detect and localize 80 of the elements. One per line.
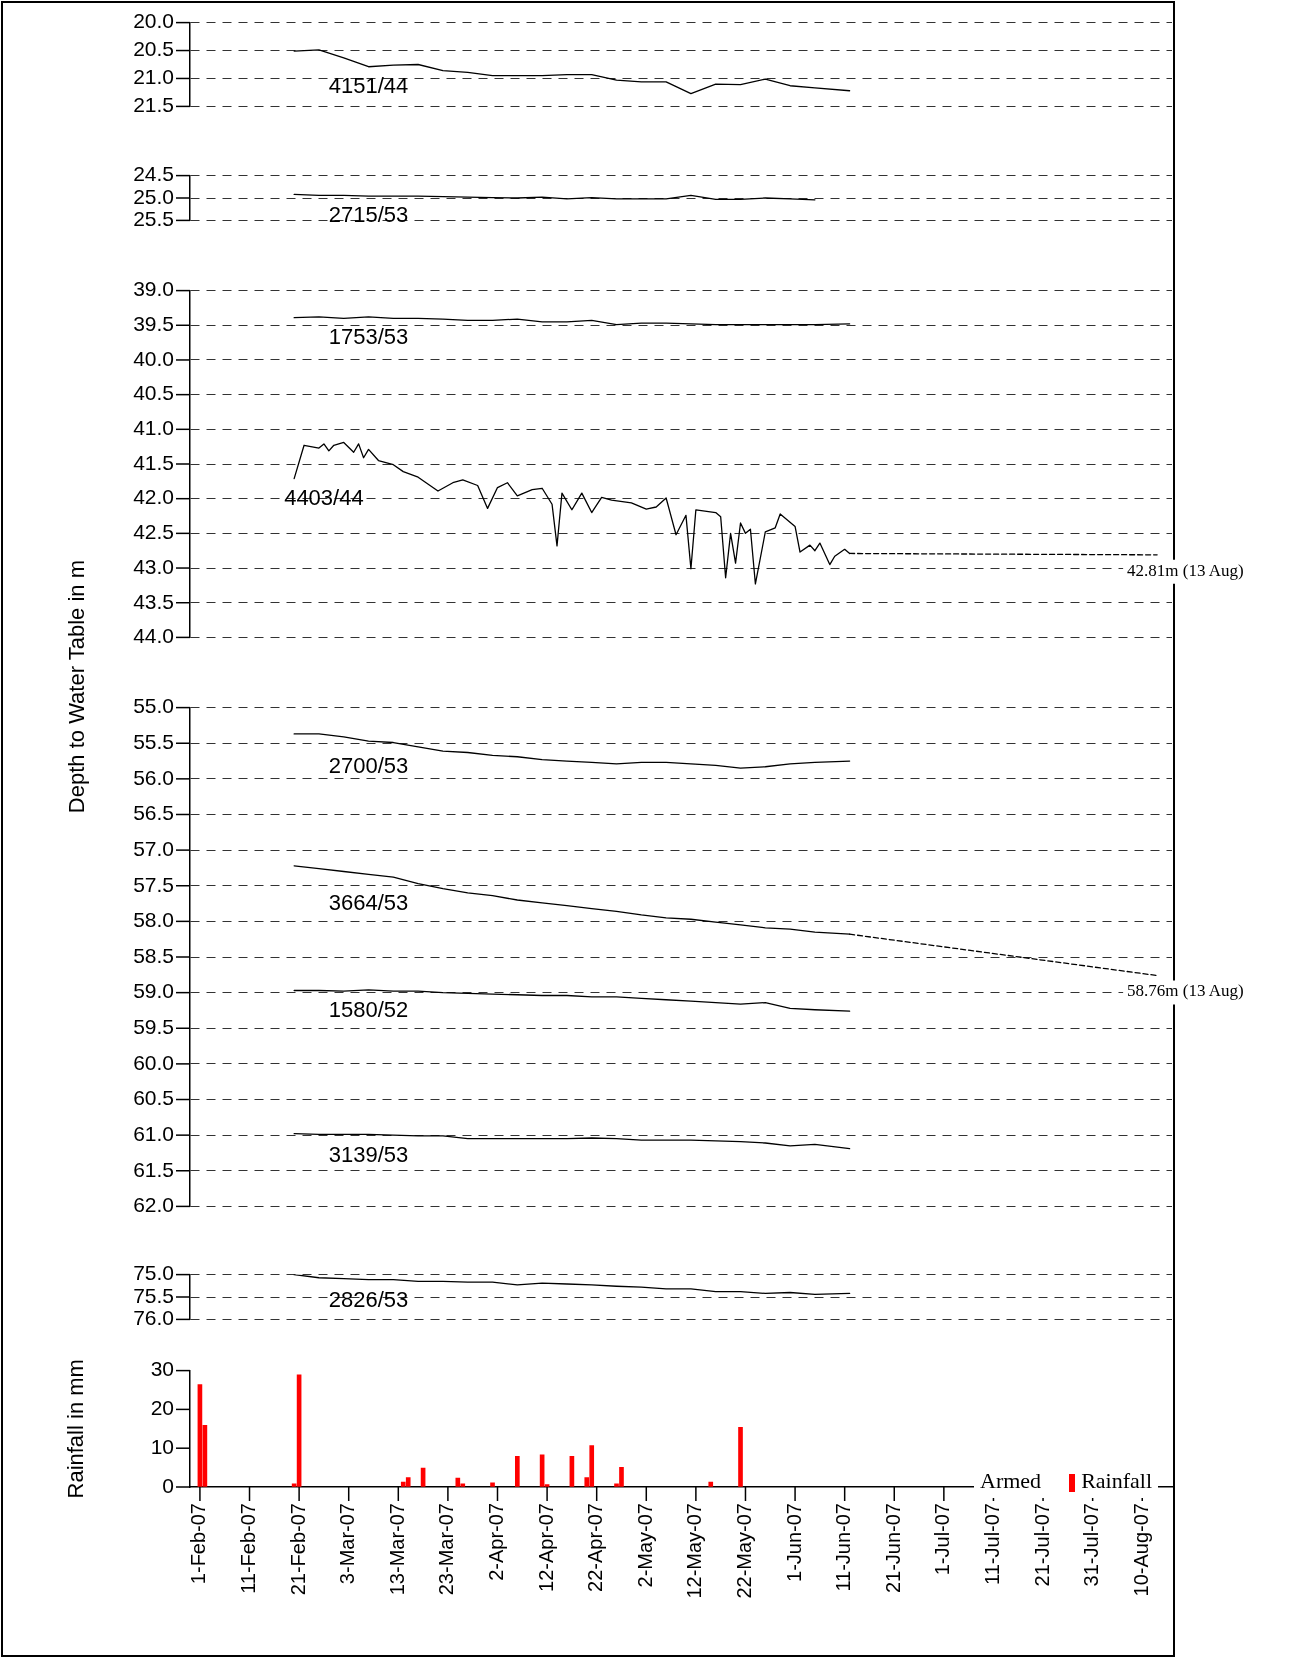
- x-tick-label: 10-Aug-07: [1129, 1503, 1152, 1597]
- bar: [708, 1481, 714, 1488]
- series-label: 4151/44: [328, 73, 409, 99]
- y-tick-label: 0: [162, 1473, 174, 1497]
- y-tick-label: 40.0: [133, 347, 174, 371]
- x-tick-label: 11-Jun-07: [832, 1503, 855, 1592]
- y-tick-label: 24.5: [133, 162, 174, 186]
- bar: [455, 1477, 461, 1488]
- series-label: 2700/53: [328, 752, 409, 778]
- y-tick-label: 58.5: [133, 943, 174, 967]
- series-label: 3139/53: [328, 1141, 409, 1167]
- x-tick-label: 12-May-07: [683, 1503, 706, 1599]
- legend-title: Armed: [980, 1468, 1042, 1495]
- y-tick-label: 56.5: [133, 801, 174, 825]
- y-tick-label: 43.0: [133, 555, 174, 579]
- annotation: 42.81m (13 Aug): [1127, 561, 1244, 581]
- y-tick-label: 10: [150, 1435, 174, 1459]
- x-tick-label: 21-Jun-07: [881, 1503, 904, 1594]
- x-tick-label: 22-Apr-07: [584, 1503, 607, 1593]
- y-tick-label: 58.0: [133, 908, 174, 932]
- y-tick-label: 76.0: [133, 1306, 174, 1330]
- x-tick-label: 2-Apr-07: [485, 1503, 508, 1581]
- y-tick-label: 61.0: [133, 1121, 174, 1145]
- series-label: 1753/53: [328, 324, 409, 350]
- y-tick-label: 62.0: [133, 1193, 174, 1217]
- y-tick-label: 44.0: [133, 624, 174, 648]
- y-tick-label: 42.5: [133, 520, 174, 544]
- x-tick-label: 12-Apr-07: [534, 1503, 557, 1593]
- x-tick-label: 2-May-07: [633, 1503, 656, 1588]
- y-axis-title: Rainfall in mm: [63, 1359, 89, 1499]
- x-tick-label: 13-Mar-07: [385, 1503, 408, 1596]
- y-tick-label: 59.0: [133, 979, 174, 1003]
- x-tick-label: 3-Mar-07: [336, 1503, 359, 1585]
- y-tick-label: 21.5: [133, 93, 174, 117]
- y-tick-label: 42.0: [133, 485, 174, 509]
- y-tick-label: 60.5: [133, 1086, 174, 1110]
- annotation: 58.76m (13 Aug): [1127, 981, 1244, 1001]
- y-tick-label: 55.0: [133, 694, 174, 718]
- y-tick-label: 59.5: [133, 1015, 174, 1039]
- legend-label: Rainfall: [1081, 1468, 1152, 1494]
- x-tick-label: 1-Jul-07: [931, 1503, 954, 1576]
- y-tick-label: 30: [150, 1357, 174, 1381]
- series-label: 4403/44: [284, 484, 364, 510]
- bar: [738, 1427, 743, 1488]
- y-tick-label: 20.0: [133, 9, 174, 33]
- y-tick-label: 75.0: [133, 1261, 174, 1285]
- y-tick-label: 21.0: [133, 65, 174, 89]
- y-tick-label: 57.0: [133, 836, 174, 860]
- y-tick-label: 75.5: [133, 1283, 174, 1307]
- y-tick-label: 39.0: [133, 277, 174, 301]
- bar: [515, 1456, 520, 1488]
- y-tick-label: 20: [150, 1396, 174, 1420]
- x-tick-label: 1-Jun-07: [782, 1503, 805, 1583]
- bar: [490, 1482, 495, 1488]
- y-tick-label: 25.0: [133, 184, 174, 208]
- y-tick-label: 39.5: [133, 312, 174, 336]
- y-tick-label: 41.0: [133, 416, 174, 440]
- x-tick-label: 23-Mar-07: [435, 1503, 458, 1596]
- series-label: 2715/53: [328, 202, 409, 228]
- x-tick-label: 11-Jul-07: [980, 1503, 1003, 1586]
- y-tick-label: 43.5: [133, 589, 174, 613]
- y-tick-label: 57.5: [133, 872, 174, 896]
- x-tick-label: 1-Feb-07: [187, 1503, 210, 1585]
- series-label: 2826/53: [328, 1287, 409, 1313]
- x-tick-label: 21-Feb-07: [286, 1503, 309, 1596]
- x-tick-label: 21-Jul-07: [1030, 1503, 1053, 1587]
- y-tick-label: 55.5: [133, 730, 174, 754]
- y-tick-label: 20.5: [133, 37, 174, 61]
- y-axis-title: Depth to Water Table in m: [64, 560, 90, 814]
- x-tick-label: 31-Jul-07: [1080, 1503, 1103, 1587]
- series-label: 3664/53: [328, 889, 409, 915]
- x-tick-label: 22-May-07: [732, 1503, 755, 1599]
- y-tick-label: 40.5: [133, 381, 174, 405]
- y-tick-label: 61.5: [133, 1157, 174, 1181]
- series-label: 1580/52: [328, 997, 409, 1023]
- y-tick-label: 56.0: [133, 765, 174, 789]
- y-tick-label: 60.0: [133, 1050, 174, 1074]
- x-tick-label: 11-Feb-07: [237, 1503, 260, 1594]
- y-tick-label: 25.5: [133, 207, 174, 231]
- y-tick-label: 41.5: [133, 451, 174, 475]
